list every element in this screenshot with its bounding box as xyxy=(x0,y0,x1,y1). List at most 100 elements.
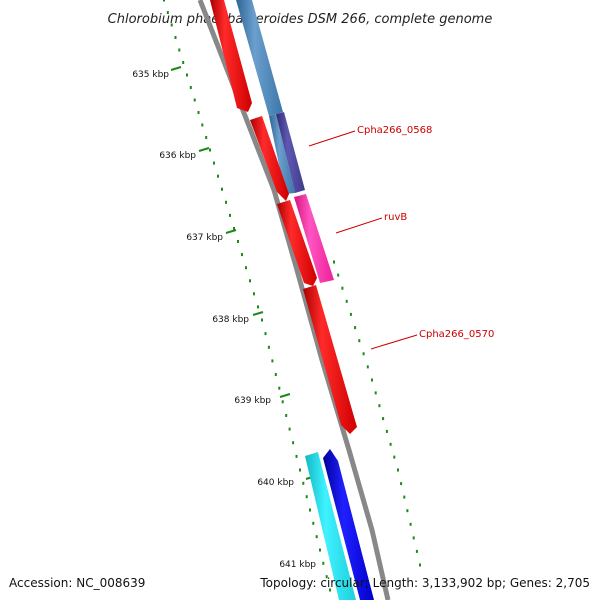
map-title: Chlorobium phaeobacteroides DSM 266, com… xyxy=(108,12,493,27)
scale-dot xyxy=(237,240,239,243)
gene-track xyxy=(210,0,374,600)
gene-label-cpha266-0568: Cpha266_0568 xyxy=(357,125,432,136)
scale-dot xyxy=(292,441,295,445)
scale-dot xyxy=(225,200,227,204)
scale-dot xyxy=(374,391,377,395)
scale-dot xyxy=(261,318,263,322)
tick-mark-637 xyxy=(225,229,237,234)
scale-dot xyxy=(329,588,331,592)
scale-dot xyxy=(371,378,373,382)
scale-dot xyxy=(415,549,418,553)
scale-dot xyxy=(178,48,181,52)
gene-label-ruvb: ruvB xyxy=(384,212,407,223)
tick-label: 638 kbp xyxy=(212,315,249,325)
tick-mark-636 xyxy=(198,147,210,152)
scale-dot xyxy=(385,429,388,433)
scale-dot xyxy=(412,536,415,540)
scale-dot xyxy=(315,535,318,539)
scale-dot xyxy=(233,227,235,230)
scale-dot xyxy=(345,299,348,303)
scale-dot xyxy=(229,213,231,217)
scale-dot xyxy=(305,495,308,499)
scale-dot xyxy=(170,23,173,27)
scale-dot xyxy=(393,455,396,459)
scale-dot xyxy=(400,482,403,486)
backbone-strand xyxy=(197,0,391,600)
label-connector xyxy=(335,217,383,234)
scale-dot xyxy=(221,187,223,191)
label-connector xyxy=(370,334,418,350)
feature-steelblue-top xyxy=(236,0,283,116)
tick-mark-638 xyxy=(252,311,264,316)
scale-dot xyxy=(278,386,281,390)
scale-dot xyxy=(245,266,247,270)
scale-dot xyxy=(337,273,340,277)
gene-labels: Cpha266_0568 ruvB Cpha266_0570 xyxy=(308,125,494,350)
scale-dot xyxy=(166,11,169,14)
tick-label: 640 kbp xyxy=(257,478,294,488)
scale-dot xyxy=(366,365,369,369)
scale-dot xyxy=(264,332,267,336)
scale-dot xyxy=(409,522,412,526)
label-connector xyxy=(308,130,356,147)
feature-slate xyxy=(276,112,305,193)
tick-label: 635 kbp xyxy=(132,70,169,80)
scale-dots xyxy=(163,0,331,592)
gene-ruvb xyxy=(277,200,317,286)
scale-dot xyxy=(358,339,361,343)
feature-pink xyxy=(294,194,334,283)
scale-dot xyxy=(403,495,406,499)
scale-dot xyxy=(241,253,243,257)
tick-label: 637 kbp xyxy=(186,233,223,243)
scale-dot xyxy=(197,111,200,114)
scale-dot xyxy=(209,148,211,152)
scale-dot xyxy=(253,292,255,296)
scale-dot xyxy=(354,326,357,330)
gene-blue xyxy=(323,449,374,600)
scale-dot xyxy=(271,359,274,363)
scale-dot xyxy=(174,36,177,39)
feature-steelblue-mid xyxy=(269,114,295,194)
scale-dot xyxy=(406,509,409,513)
scale-dot xyxy=(281,400,284,404)
scale-dot xyxy=(362,352,365,356)
scale-dot xyxy=(193,98,196,102)
scale-dot xyxy=(349,312,352,316)
tick-label: 636 kbp xyxy=(159,151,196,161)
tick-mark-635 xyxy=(170,66,182,71)
tick-mark-639 xyxy=(279,393,291,398)
tick-label: 641 kbp xyxy=(279,560,316,570)
scale-dot xyxy=(274,373,277,376)
scale-dot xyxy=(267,345,270,349)
scale-dot xyxy=(201,123,204,127)
gene-cpha266-0568 xyxy=(250,116,289,201)
tick-label: 639 kbp xyxy=(234,396,271,406)
scale-dot xyxy=(325,575,328,579)
scale-dot xyxy=(333,260,335,264)
gene-cpha266-0570 xyxy=(303,285,357,434)
feature-cyan xyxy=(305,452,356,600)
scale-dot xyxy=(319,548,321,552)
scale-dot xyxy=(257,305,259,309)
scale-dot xyxy=(389,442,392,446)
scale-dot xyxy=(205,136,208,139)
scale-dot xyxy=(213,161,215,165)
scale-dot xyxy=(382,417,385,421)
scale-dot xyxy=(302,481,305,485)
scale-dots-outer xyxy=(333,260,421,567)
scale-dot xyxy=(186,73,188,77)
gene-label-cpha266-0570: Cpha266_0570 xyxy=(419,329,494,340)
scale-dot xyxy=(341,286,344,290)
scale-ruler: 635 kbp 636 kbp 637 kbp 638 kbp 639 kbp … xyxy=(132,0,421,592)
accession-text: Accession: NC_008639 xyxy=(9,576,145,590)
scale-dot xyxy=(397,468,399,472)
feature-track xyxy=(236,0,356,600)
scale-dot xyxy=(285,414,288,417)
scale-dot xyxy=(217,174,219,178)
scale-dot xyxy=(322,561,325,565)
scale-dot xyxy=(299,468,301,472)
scale-dot xyxy=(309,508,311,512)
scale-dot xyxy=(249,279,251,283)
scale-dot xyxy=(189,86,192,89)
scale-dot xyxy=(295,454,298,458)
